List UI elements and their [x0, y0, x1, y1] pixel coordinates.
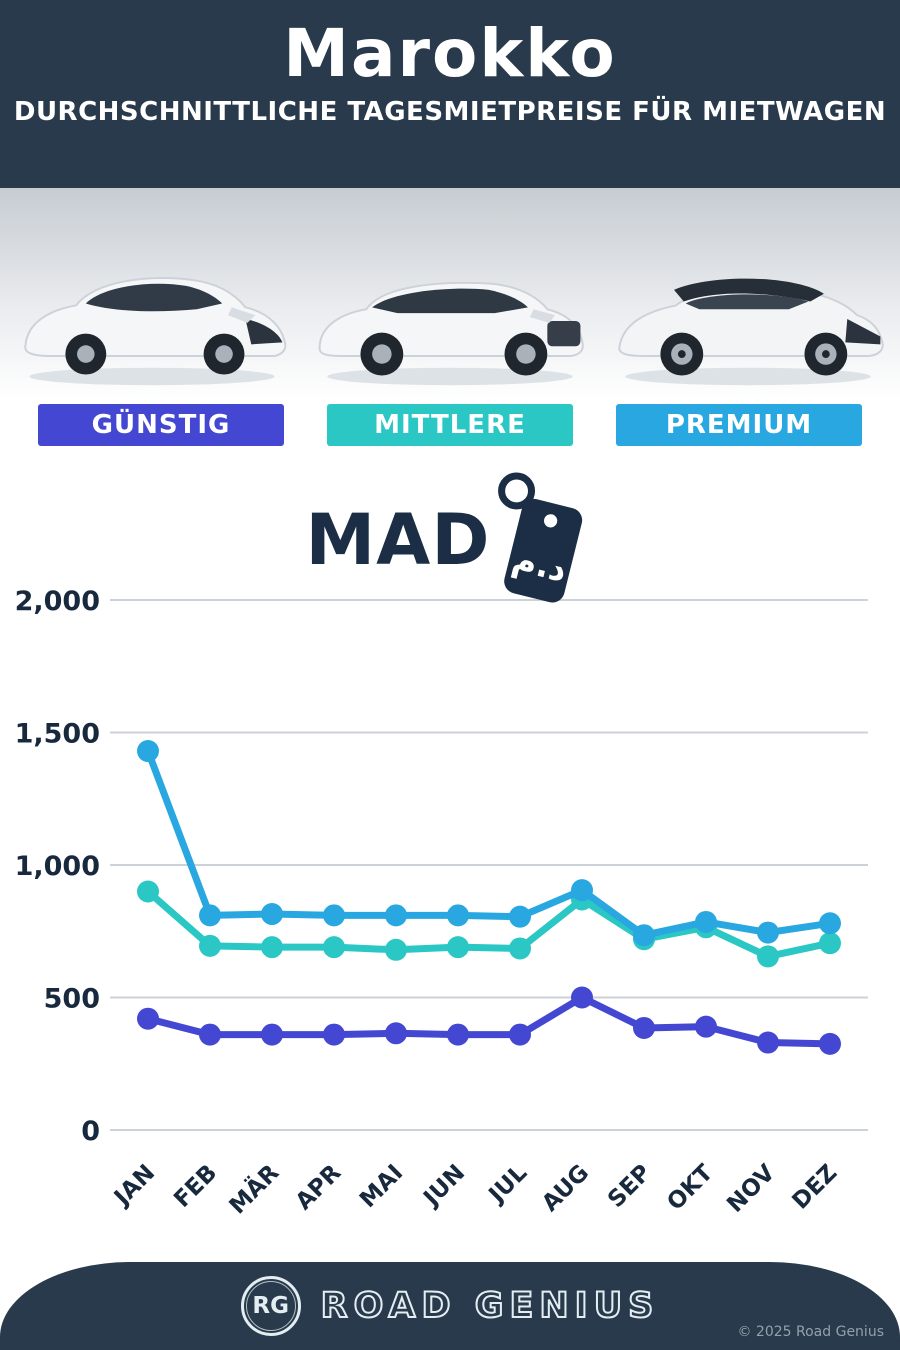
category-badge-guenstig: GÜNSTIG [38, 404, 284, 446]
currency-row: MAD د.م [0, 468, 900, 612]
currency-code: MAD [305, 499, 491, 581]
svg-text:0: 0 [81, 1116, 100, 1147]
copyright-text: © 2025 Road Genius [737, 1324, 884, 1340]
svg-text:1,500: 1,500 [15, 719, 100, 750]
svg-text:JAN: JAN [108, 1160, 160, 1212]
svg-text:JUN: JUN [418, 1160, 471, 1213]
svg-text:SEP: SEP [603, 1160, 656, 1213]
svg-text:1,000: 1,000 [15, 851, 100, 882]
svg-text:DEZ: DEZ [787, 1160, 842, 1215]
svg-text:AUG: AUG [537, 1160, 594, 1217]
midsize-suv-image [318, 281, 584, 386]
header: Marokko DURCHSCHNITTLICHE TAGESMIETPREIS… [0, 0, 900, 188]
economy-car-image [24, 277, 287, 386]
svg-text:APR: APR [291, 1160, 347, 1216]
category-badges: GÜNSTIG MITTLERE PREMIUM [0, 404, 900, 446]
svg-text:2,000: 2,000 [15, 586, 100, 617]
rental-price-line-chart: 0 500 1,000 1,500 2,000 JAN FEB MÄR APR MAI JUN JUL… [15, 586, 868, 1220]
svg-text:FEB: FEB [169, 1160, 222, 1213]
car-images-row [0, 244, 900, 396]
cars-band [0, 188, 900, 400]
page-subtitle: DURCHSCHNITTLICHE TAGESMIETPREISE FÜR MI… [13, 96, 887, 127]
category-badge-mittlere: MITTLERE [327, 404, 573, 446]
category-badge-premium: PREMIUM [616, 404, 862, 446]
chart-area: 0 500 1,000 1,500 2,000 JAN FEB MÄR APR MAI JUN JUL… [0, 560, 900, 1254]
svg-text:JUL: JUL [483, 1160, 533, 1210]
footer: RG ROAD GENIUS © 2025 Road Genius [0, 1262, 900, 1350]
brand-name: ROAD GENIUS [320, 1285, 660, 1327]
svg-text:NOV: NOV [722, 1160, 780, 1218]
svg-text:OKT: OKT [662, 1160, 718, 1216]
price-tag-icon: د.م [498, 472, 583, 603]
premium-suv-image [618, 278, 884, 386]
road-genius-logo: RG [240, 1276, 301, 1336]
svg-text:MÄR: MÄR [223, 1158, 284, 1219]
svg-text:MAI: MAI [355, 1160, 408, 1213]
svg-text:500: 500 [44, 984, 100, 1015]
page-title: Marokko [283, 15, 617, 92]
